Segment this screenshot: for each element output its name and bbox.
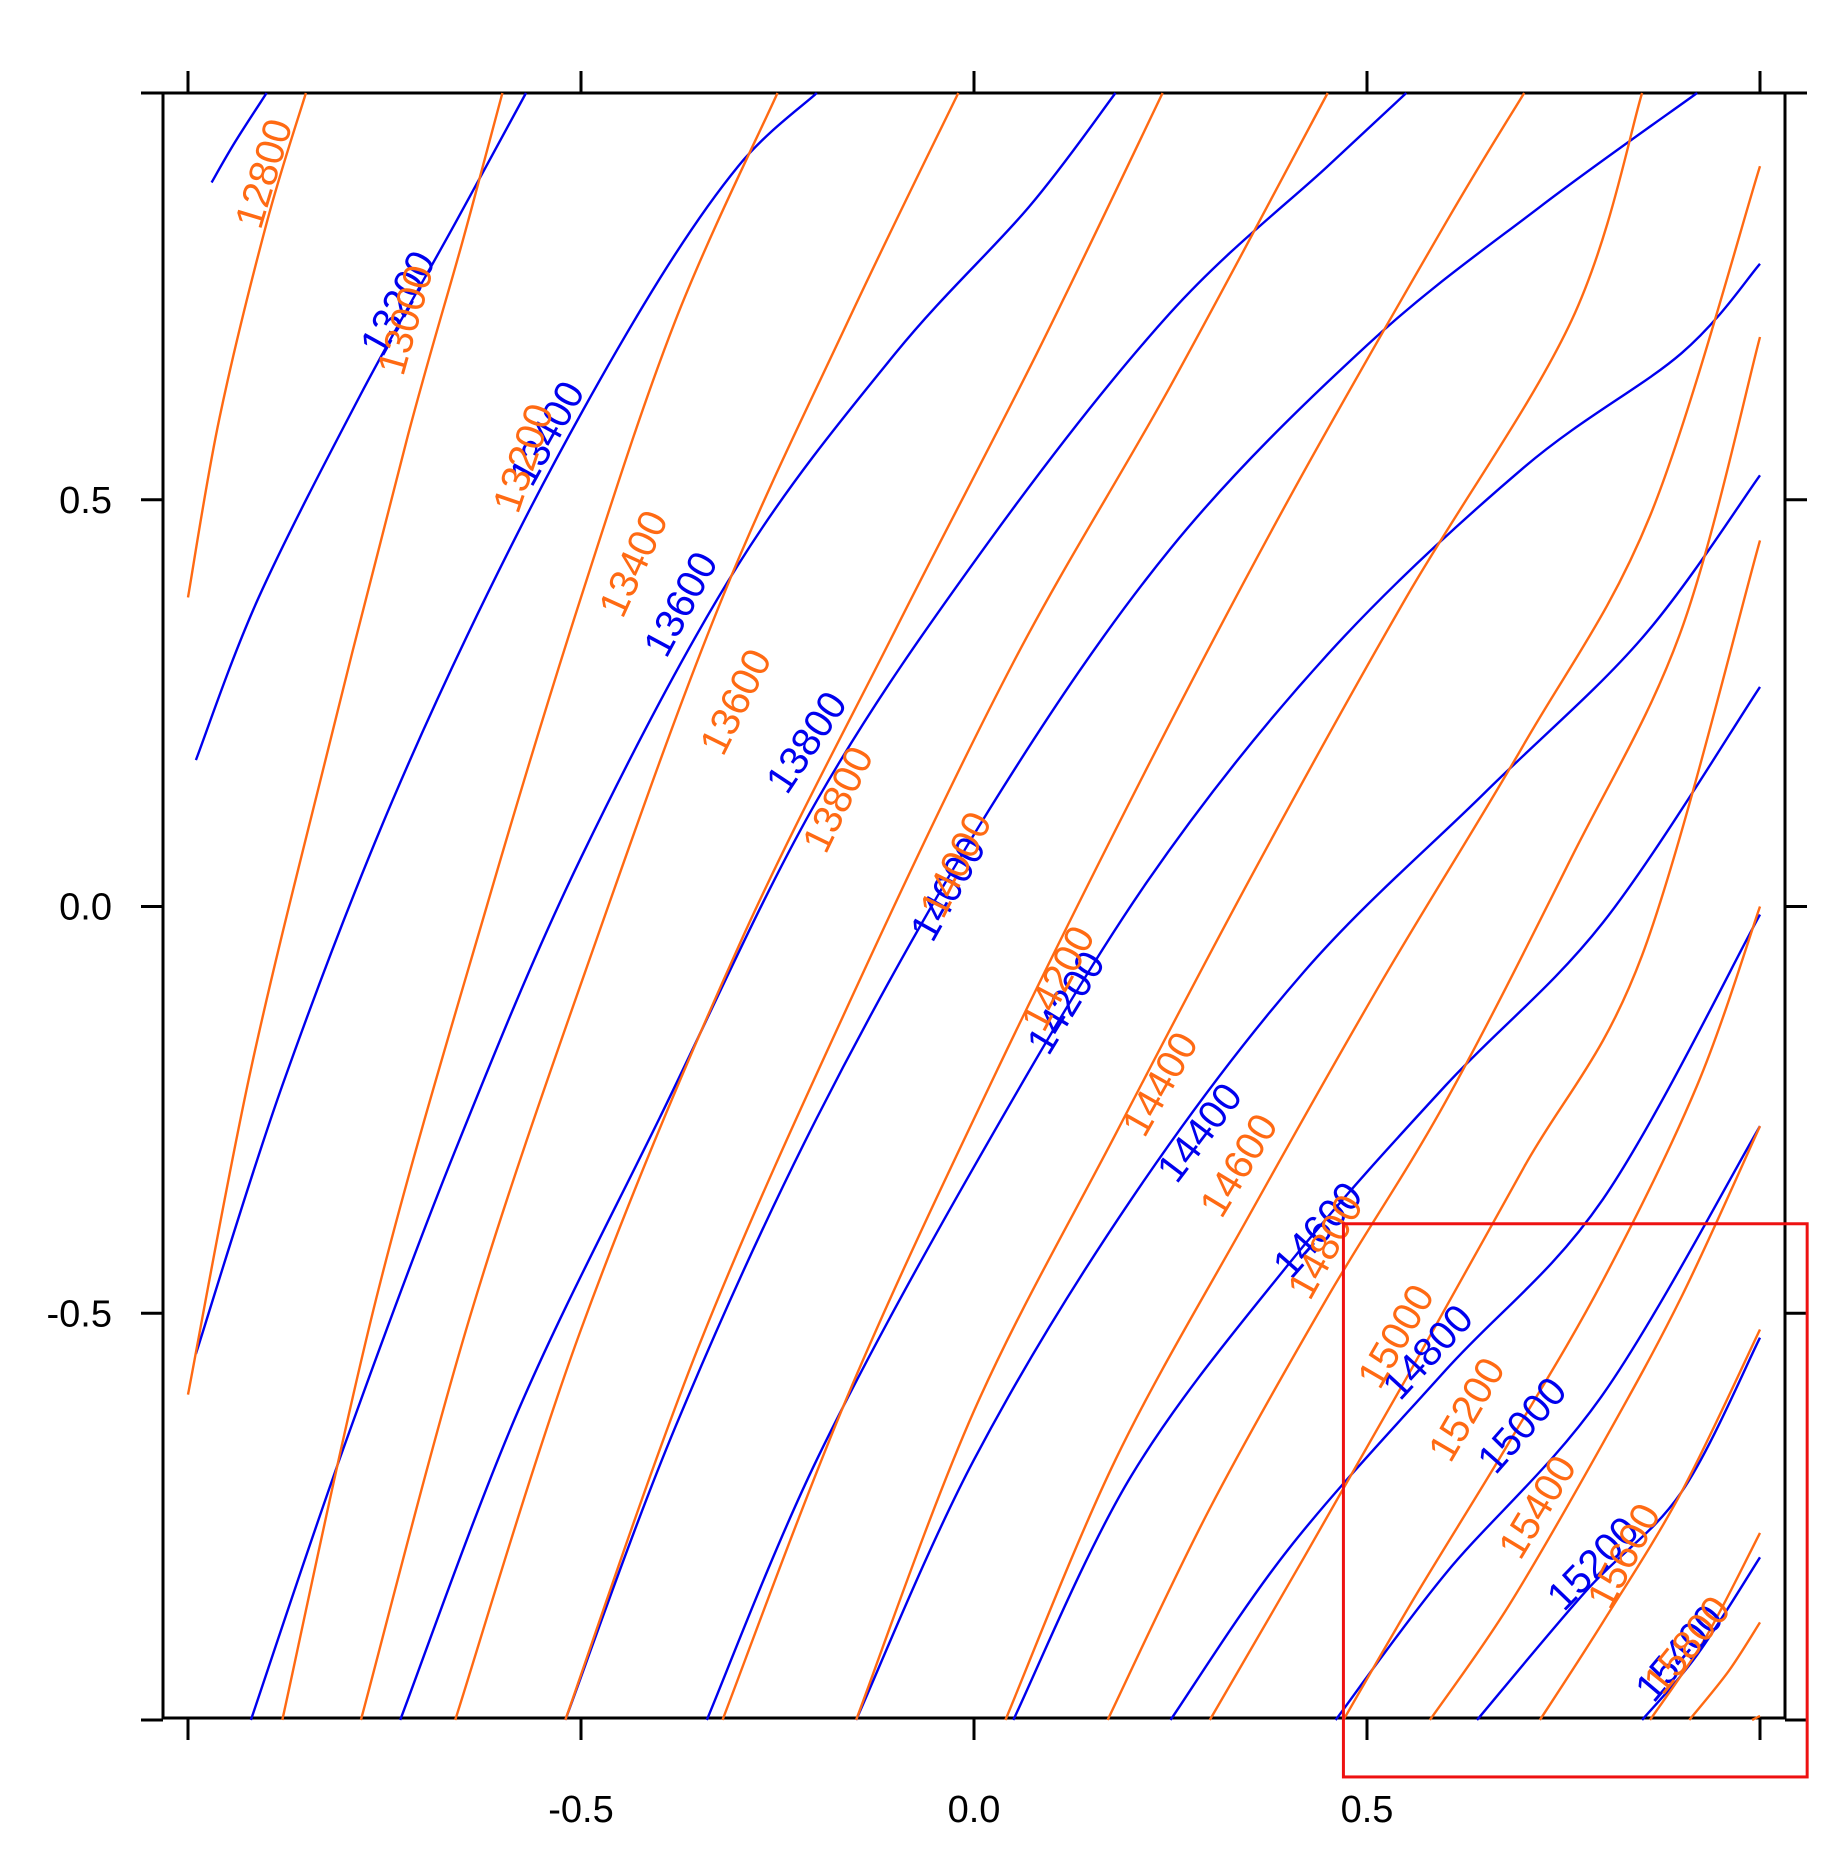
contour-line-orange: [1688, 1621, 1762, 1721]
contour-line-orange: [1649, 1532, 1762, 1721]
x-tick-label: -0.5: [548, 1789, 613, 1831]
y-tick-label: -0.5: [47, 1293, 112, 1335]
contour-line-orange: [854, 92, 1644, 1721]
contour-line-orange: [1538, 1328, 1762, 1721]
contour-line-blue: [194, 92, 818, 1355]
contour-line-orange: [359, 92, 960, 1721]
contour-line-orange: [1342, 906, 1762, 1721]
contour-line-blue: [210, 92, 268, 184]
contour-line-orange: [1428, 1125, 1762, 1721]
contour-level-labels: 1320013400136001380014000142001440014600…: [227, 114, 1739, 1710]
contour-line-blue: [1641, 1556, 1762, 1721]
contour-label-orange: 15800: [1635, 1588, 1739, 1702]
contour-line-blue: [564, 92, 1698, 1721]
contour-line-orange: [564, 92, 1329, 1721]
contour-label-orange: 13600: [692, 642, 781, 761]
contour-line-blue: [705, 263, 1761, 1721]
contour-line-blue: [1476, 1337, 1762, 1721]
contour-label-orange: 12800: [227, 114, 301, 233]
contour-line-blue: [855, 474, 1761, 1721]
contour-label-orange: 14000: [912, 805, 1001, 924]
contour-line-blue: [249, 92, 1117, 1721]
contour-line-orange: [454, 92, 1164, 1721]
contour-line-blue: [1334, 1125, 1762, 1721]
contour-line-orange: [186, 92, 308, 598]
x-tick-label: 0.5: [1341, 1789, 1394, 1831]
contour-line-orange: [186, 92, 504, 1395]
contour-line-blue: [1169, 914, 1762, 1721]
contour-line-blue: [1012, 686, 1761, 1721]
contour-line-orange: [1208, 540, 1762, 1721]
y-tick-label: 0.0: [59, 887, 112, 929]
axis-ticks: [141, 71, 1807, 1740]
highlight-box: [1341, 1222, 1809, 1779]
contour-line-orange: [1106, 336, 1762, 1721]
contour-line-orange: [1751, 1714, 1761, 1722]
contour-line-orange: [281, 92, 779, 1721]
contour-line-orange: [721, 92, 1526, 1721]
contour-line-blue: [399, 92, 1408, 1721]
x-tick-label: 0.0: [948, 1789, 1001, 1831]
y-tick-label: 0.5: [59, 480, 112, 522]
axis-tick-labels: -0.5 0.0 0.5 0.5 0.0 -0.5: [47, 480, 1394, 1831]
contour-line-blue: [194, 92, 528, 761]
contour-line-orange: [1004, 165, 1762, 1721]
contour-lines: [186, 92, 1762, 1722]
